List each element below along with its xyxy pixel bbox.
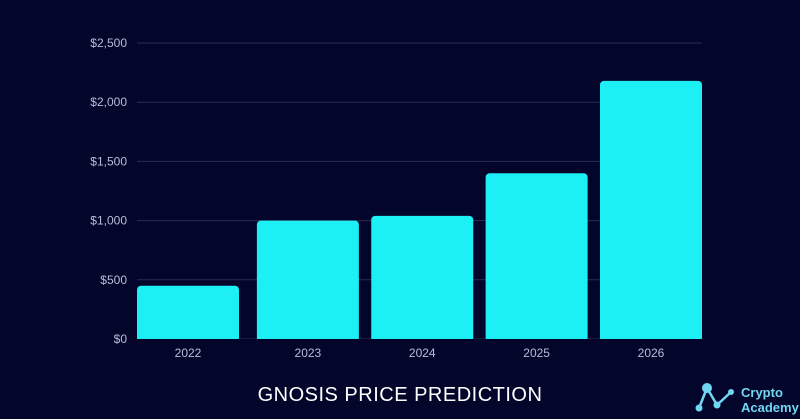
network-nodes-icon <box>695 383 734 412</box>
baseline-mask <box>135 339 704 343</box>
logo-text-line1: Crypto <box>741 385 783 400</box>
logo-text-line2: Academy <box>741 400 800 415</box>
x-tick-label: 2023 <box>295 346 322 360</box>
bar-2025 <box>485 173 588 342</box>
y-axis-ticks: $0 $500 $1,000 $1,500 $2,000 $2,500 <box>90 36 127 346</box>
bar-2026 <box>600 80 702 342</box>
x-tick-label: 2024 <box>409 346 436 360</box>
x-axis-ticks: 2022 2023 2024 2025 2026 <box>175 346 665 360</box>
bar-2022 <box>137 285 239 342</box>
x-tick-label: 2026 <box>638 346 665 360</box>
x-tick-label: 2025 <box>523 346 550 360</box>
bars <box>135 80 704 343</box>
x-tick-label: 2022 <box>175 346 202 360</box>
y-tick-label: $500 <box>100 273 127 287</box>
y-tick-label: $2,500 <box>90 36 127 50</box>
y-tick-label: $1,500 <box>90 154 127 168</box>
chart-title: GNOSIS PRICE PREDICTION <box>258 384 543 406</box>
y-tick-label: $1,000 <box>90 214 127 228</box>
bar-2024 <box>371 215 474 342</box>
bar-2023 <box>256 220 359 342</box>
y-tick-label: $2,000 <box>90 95 127 109</box>
brand-logo: Crypto Academy <box>695 383 800 415</box>
y-tick-label: $0 <box>114 332 128 346</box>
